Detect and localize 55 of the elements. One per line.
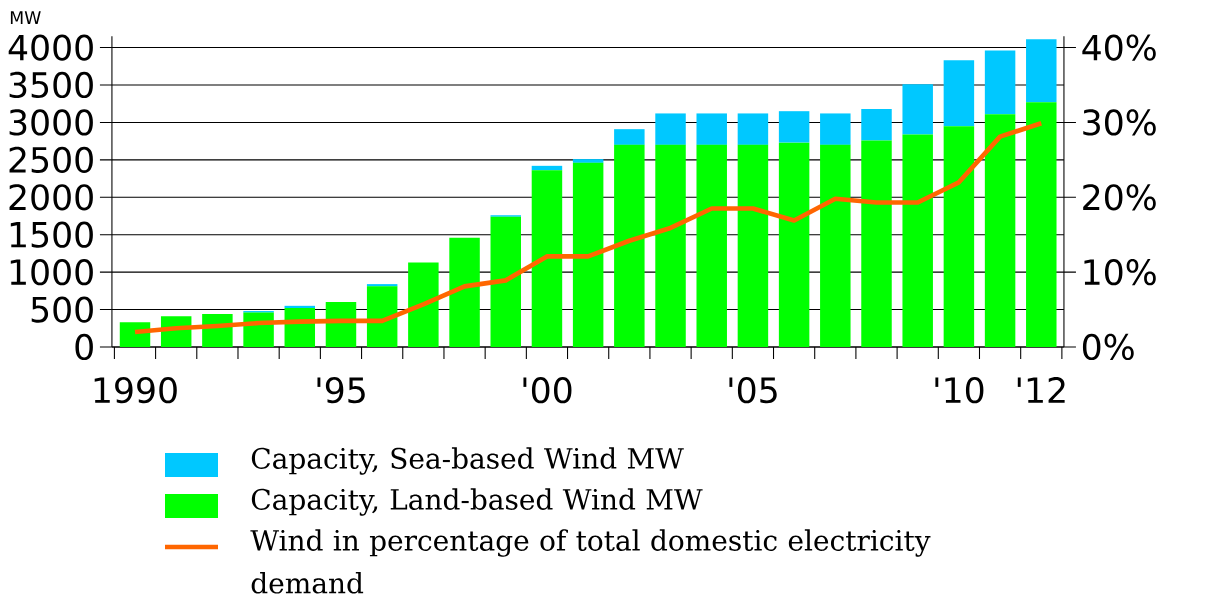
legend-label: Wind in percentage of total domestic electricity demand — [250, 529, 931, 594]
bar — [572, 162, 604, 347]
bar — [861, 140, 892, 347]
bar — [531, 170, 563, 347]
y-tick-label: 4000 — [8, 34, 93, 61]
x-tick-label: 1990 — [94, 377, 177, 404]
x-tick-label: '05 — [729, 377, 777, 404]
bar — [902, 84, 933, 135]
bar — [655, 144, 686, 347]
bar — [572, 159, 604, 163]
y-tick-label: 500 — [31, 296, 93, 323]
line-series — [132, 120, 1044, 335]
y2-tick-label: 30% — [1083, 109, 1156, 136]
bar — [614, 129, 645, 145]
bar — [820, 113, 851, 145]
bar — [984, 50, 1016, 115]
x-tick-label: '00 — [523, 377, 572, 404]
bar — [696, 113, 727, 145]
bar — [943, 126, 975, 347]
bar — [902, 134, 933, 347]
y-tick-label: 3000 — [9, 109, 93, 136]
legend-label: Capacity, Sea-based Wind MW — [251, 447, 684, 475]
y-tick-label: 0 — [75, 333, 93, 361]
bar — [655, 113, 686, 145]
y-axis-title: MW — [10, 11, 41, 24]
y-tick-label: 3500 — [9, 71, 93, 99]
bar — [943, 60, 975, 127]
x-tick-label: '10 — [935, 377, 984, 404]
y2-tick-label: 0% — [1082, 333, 1134, 361]
bar — [778, 111, 810, 143]
bar — [614, 144, 645, 347]
bar — [366, 286, 398, 347]
bar — [820, 144, 851, 347]
y-tick-label: 1000 — [10, 259, 93, 286]
y-tick-label: 1500 — [10, 221, 93, 248]
y2-tick-label: 20% — [1083, 184, 1156, 211]
bar — [490, 216, 521, 347]
bar — [737, 144, 769, 347]
bar — [449, 237, 480, 347]
bar — [119, 322, 151, 347]
legend-label: Capacity, Land-based Wind MW — [251, 488, 703, 516]
bar — [1026, 39, 1057, 103]
bar — [408, 262, 439, 347]
bar — [737, 113, 769, 145]
y-tick-label: 2500 — [9, 146, 93, 173]
bar — [1026, 102, 1057, 347]
x-tick-label: '12 — [1017, 377, 1065, 403]
y2-tick-label: 10% — [1084, 259, 1156, 286]
x-tick-label: '95 — [317, 377, 365, 404]
bar — [696, 144, 727, 347]
y-tick-label: 2000 — [9, 184, 93, 211]
y2-tick-label: 40% — [1082, 34, 1156, 61]
bar — [778, 142, 810, 347]
bar — [984, 114, 1016, 347]
bar — [861, 108, 892, 141]
